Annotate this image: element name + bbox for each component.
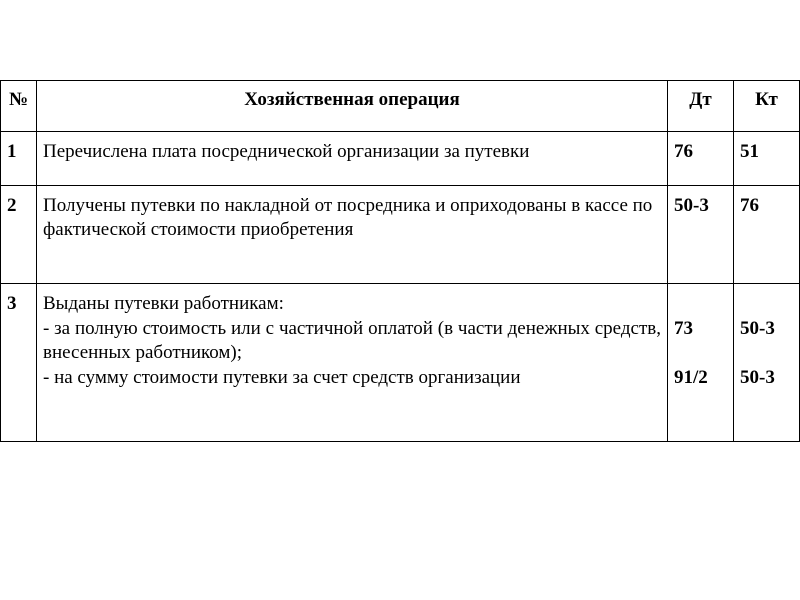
row-debit: 76 [668, 132, 734, 186]
row-number: 2 [1, 185, 37, 283]
operation-sub-item: - на сумму стоимости путевки за счет сре… [43, 366, 661, 391]
table-row: 3 Выданы путевки работникам: - за полную… [1, 284, 800, 442]
col-header-credit: Кт [734, 81, 800, 132]
operation-main: Выданы путевки работникам: [43, 292, 661, 317]
col-header-number: № [1, 81, 37, 132]
table-row: 2 Получены путевки по накладной от посре… [1, 185, 800, 283]
operation-sub-item: - за полную стоимость или с частичной оп… [43, 317, 661, 366]
row-operation: Получены путевки по накладной от посредн… [37, 185, 668, 283]
row-operation: Выданы путевки работникам: - за полную с… [37, 284, 668, 442]
row-number: 3 [1, 284, 37, 442]
row-credit: 50-3 50-3 [734, 284, 800, 442]
table-row: 1 Перечислена плата посреднической орган… [1, 132, 800, 186]
row-number: 1 [1, 132, 37, 186]
row-credit: 76 [734, 185, 800, 283]
row-credit: 51 [734, 132, 800, 186]
table-header-row: № Хозяйственная операция Дт Кт [1, 81, 800, 132]
row-debit: 73 91/2 [668, 284, 734, 442]
col-header-debit: Дт [668, 81, 734, 132]
row-debit: 50-3 [668, 185, 734, 283]
row-operation: Перечислена плата посреднической организ… [37, 132, 668, 186]
accounting-entries-table: № Хозяйственная операция Дт Кт 1 Перечис… [0, 80, 800, 442]
col-header-operation: Хозяйственная операция [37, 81, 668, 132]
